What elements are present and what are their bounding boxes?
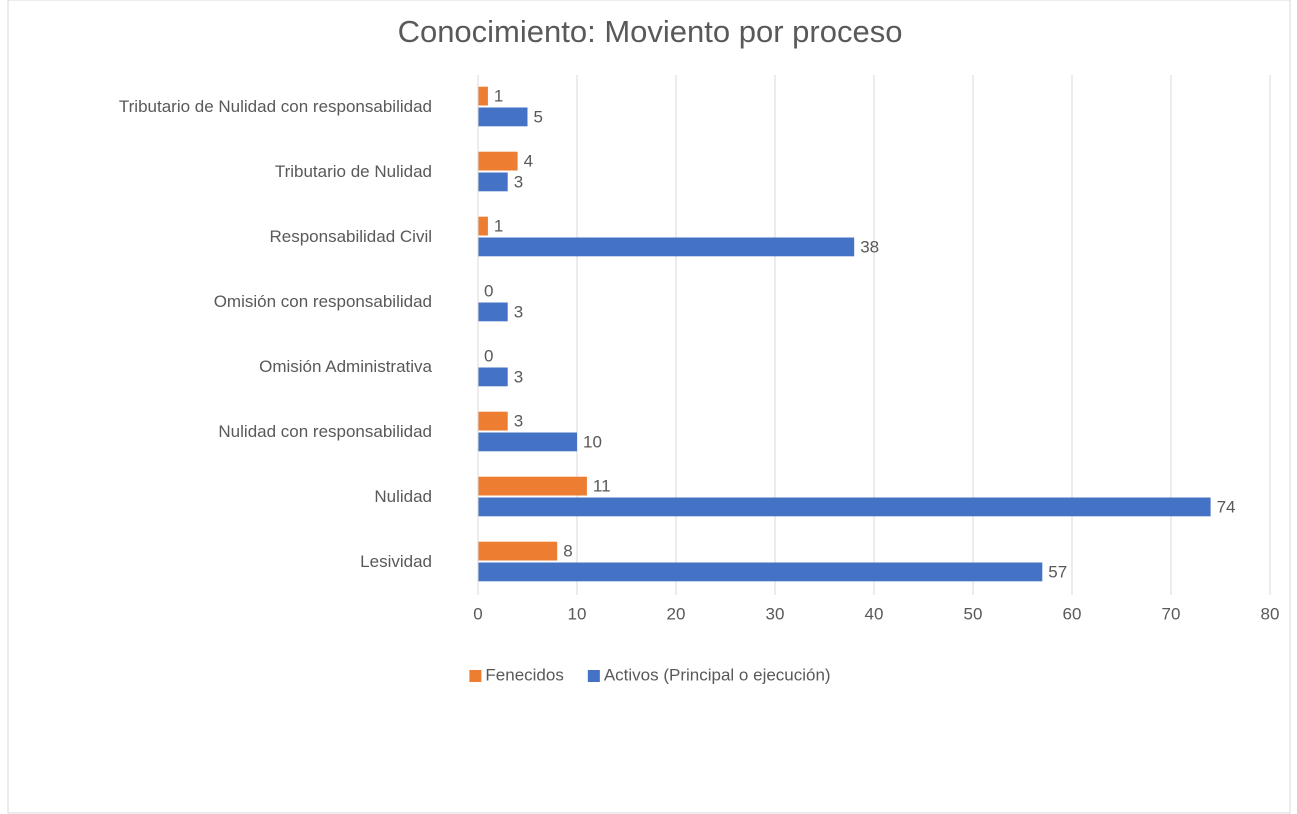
legend-swatch — [587, 670, 600, 682]
data-label: 3 — [514, 367, 523, 386]
bar — [478, 302, 508, 322]
bar — [478, 151, 518, 171]
x-tick-label: 80 — [1261, 604, 1280, 623]
bar — [478, 237, 855, 257]
data-label: 3 — [514, 172, 523, 191]
data-label: 3 — [514, 302, 523, 321]
data-label: 0 — [484, 347, 493, 366]
data-label: 8 — [563, 542, 572, 561]
y-tick-label: Nulidad — [374, 487, 432, 506]
data-label: 5 — [534, 107, 543, 126]
y-tick-label: Responsabilidad Civil — [269, 227, 432, 246]
bar — [478, 367, 508, 387]
x-tick-label: 70 — [1162, 604, 1181, 623]
bar — [478, 411, 508, 431]
data-label: 57 — [1048, 562, 1067, 581]
bar — [478, 476, 587, 496]
legend-swatch — [469, 670, 482, 682]
y-tick-label: Tributario de Nulidad con responsabilida… — [119, 97, 432, 116]
bar — [478, 562, 1043, 582]
y-tick-label: Omisión Administrativa — [259, 357, 432, 376]
bar — [478, 541, 558, 561]
y-tick-label: Tributario de Nulidad — [275, 162, 432, 181]
x-tick-label: 10 — [568, 604, 587, 623]
x-tick-label: 20 — [667, 604, 686, 623]
legend-label: Activos (Principal o ejecución) — [604, 665, 831, 684]
data-label: 4 — [524, 152, 533, 171]
x-tick-label: 40 — [865, 604, 884, 623]
bar — [478, 216, 488, 236]
legend: Fenecidos Activos (Principal o ejecución) — [469, 665, 831, 684]
legend-label: Fenecidos — [485, 665, 563, 684]
bar — [478, 432, 577, 452]
data-label: 11 — [593, 477, 611, 496]
x-tick-label: 0 — [473, 604, 482, 623]
x-tick-label: 60 — [1063, 604, 1082, 623]
data-label: 38 — [860, 237, 879, 256]
bar — [478, 172, 508, 192]
data-label: 10 — [583, 432, 602, 451]
y-tick-label: Omisión con responsabilidad — [214, 292, 432, 311]
data-label: 3 — [514, 412, 523, 431]
data-label: 1 — [494, 217, 503, 236]
chart-frame — [7, 0, 1291, 814]
bar — [478, 497, 1211, 517]
y-tick-label: Nulidad con responsabilidad — [218, 422, 432, 441]
bar — [478, 107, 528, 127]
y-tick-label: Lesividad — [360, 552, 432, 571]
data-label: 74 — [1217, 497, 1236, 516]
chart-title: Conocimiento: Moviento por proceso — [398, 14, 903, 49]
data-label: 0 — [484, 282, 493, 301]
bar — [478, 86, 488, 106]
x-tick-label: 50 — [964, 604, 983, 623]
data-label: 1 — [494, 87, 503, 106]
x-tick-label: 30 — [766, 604, 785, 623]
